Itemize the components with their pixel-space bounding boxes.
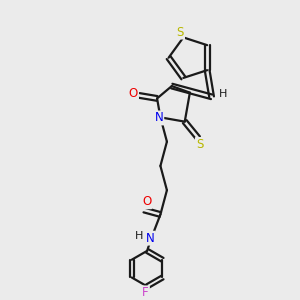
Text: H: H: [135, 231, 143, 241]
Text: H: H: [219, 89, 227, 99]
Text: N: N: [154, 111, 163, 124]
Text: S: S: [177, 26, 184, 39]
Text: S: S: [196, 138, 203, 151]
Text: O: O: [129, 88, 138, 100]
Text: N: N: [146, 232, 154, 244]
Text: F: F: [142, 286, 149, 299]
Text: O: O: [142, 195, 151, 208]
